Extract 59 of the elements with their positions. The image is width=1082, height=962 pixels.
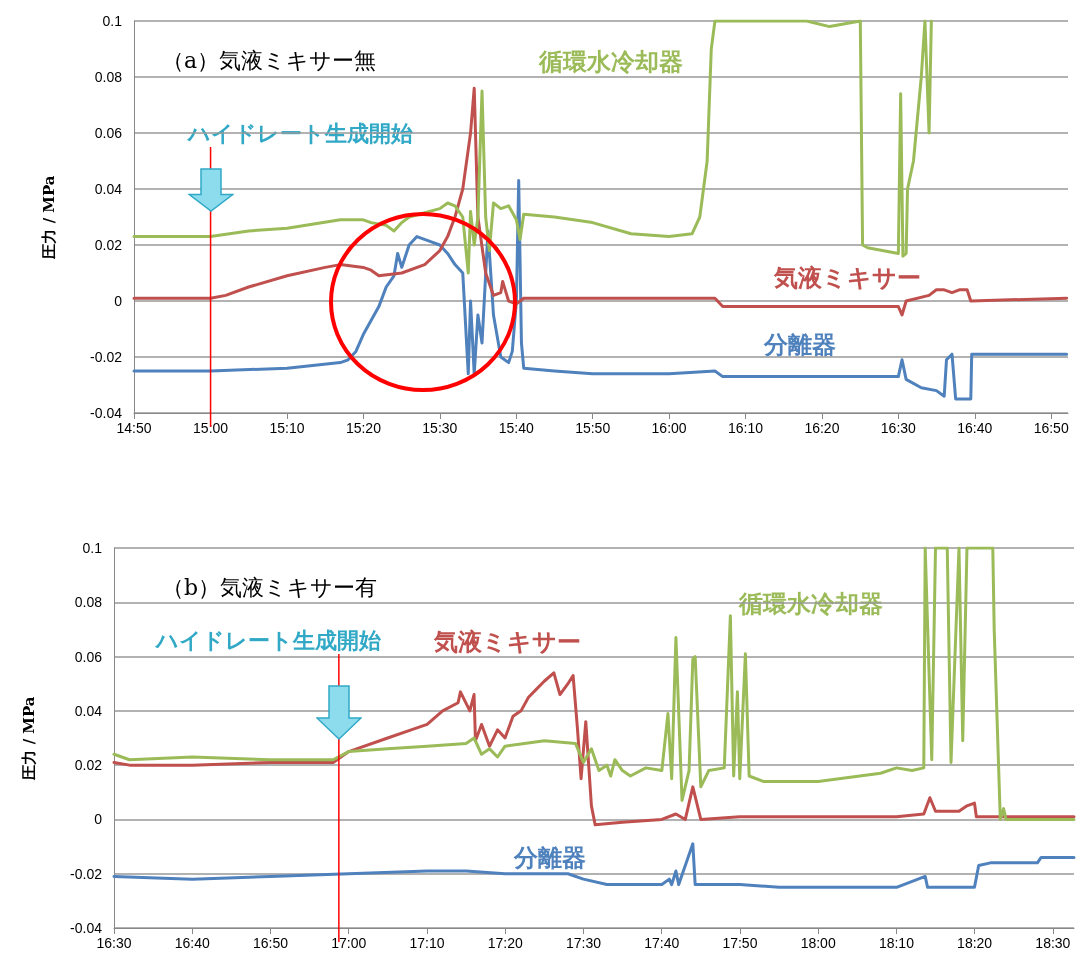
- y-tick-label: -0.04: [90, 405, 123, 421]
- line-series: [112, 842, 1076, 889]
- x-tick-label: 17:20: [487, 935, 523, 951]
- y-tick-label: 0.04: [74, 702, 103, 719]
- y-tick-label: 0.06: [74, 648, 103, 665]
- y-tick-label: -0.02: [90, 349, 123, 365]
- ref-line-label: ハイドレート生成開始: [186, 120, 414, 146]
- x-tick-label: 16:40: [174, 935, 210, 951]
- x-tick-label: 17:30: [565, 935, 602, 951]
- y-tick-label: 0: [114, 293, 123, 309]
- line-series: [132, 86, 1069, 317]
- x-tick-label: 17:50: [722, 935, 758, 951]
- x-tick-label: 18:30: [1035, 935, 1071, 951]
- y-tick-label: 0.1: [102, 13, 123, 29]
- y-tick-label: 0.02: [74, 757, 103, 774]
- text: （a）気液ミキサー無: [162, 47, 377, 73]
- line-series: [112, 546, 1076, 821]
- series-label: 気液ミキサー: [773, 264, 921, 292]
- y-axis-title: 圧力 / MPa: [19, 696, 38, 781]
- line-series: [132, 179, 1069, 401]
- ref-line-label: ハイドレート生成開始: [154, 627, 382, 653]
- x-tick-label: 15:00: [193, 420, 229, 436]
- y-tick-label: 0.1: [82, 540, 103, 556]
- x-tick-label: 16:50: [1033, 420, 1069, 436]
- x-tick-label: 16:30: [96, 935, 132, 951]
- line-series: [112, 671, 1076, 827]
- y-tick-label: -0.04: [70, 920, 103, 936]
- series-label: 循環水冷却器: [538, 48, 683, 76]
- y-tick-label: 0.08: [74, 594, 103, 611]
- y-tick-label: 0: [94, 811, 103, 828]
- x-tick-label: 15:10: [269, 420, 305, 436]
- x-tick-label: 14:50: [116, 420, 152, 436]
- series-label: 気液ミキサー: [433, 628, 581, 656]
- x-tick-label: 18:10: [878, 935, 915, 951]
- y-tick-label: 0.02: [94, 237, 123, 253]
- x-tick-label: 16:10: [728, 420, 764, 436]
- x-tick-label: 16:40: [957, 420, 993, 436]
- x-tick-label: 17:40: [644, 935, 680, 951]
- x-tick-label: 15:20: [345, 420, 382, 436]
- y-axis-title: 圧力 / MPa: [39, 175, 58, 260]
- x-tick-label: 15:30: [422, 420, 458, 436]
- x-tick-label: 16:20: [804, 420, 840, 436]
- x-tick-label: 15:50: [575, 420, 611, 436]
- series-label: 分離器: [513, 844, 586, 872]
- x-tick-label: 15:40: [498, 420, 534, 436]
- y-tick-label: 0.06: [94, 125, 123, 141]
- x-tick-label: 16:00: [651, 420, 687, 436]
- x-tick-label: 16:30: [880, 420, 917, 436]
- series-label: 循環水冷却器: [738, 590, 883, 618]
- x-tick-label: 17:10: [409, 935, 445, 951]
- x-tick-label: 18:20: [957, 935, 993, 951]
- y-tick-label: 0.08: [94, 69, 123, 85]
- y-tick-label: -0.02: [70, 865, 103, 882]
- series-label: 分離器: [763, 331, 836, 359]
- y-tick-label: 0.04: [94, 181, 123, 197]
- x-tick-label: 18:00: [800, 935, 836, 951]
- x-tick-label: 17:00: [331, 935, 367, 951]
- x-tick-label: 16:50: [252, 935, 289, 951]
- text: （b）気液ミキサー有: [162, 574, 378, 600]
